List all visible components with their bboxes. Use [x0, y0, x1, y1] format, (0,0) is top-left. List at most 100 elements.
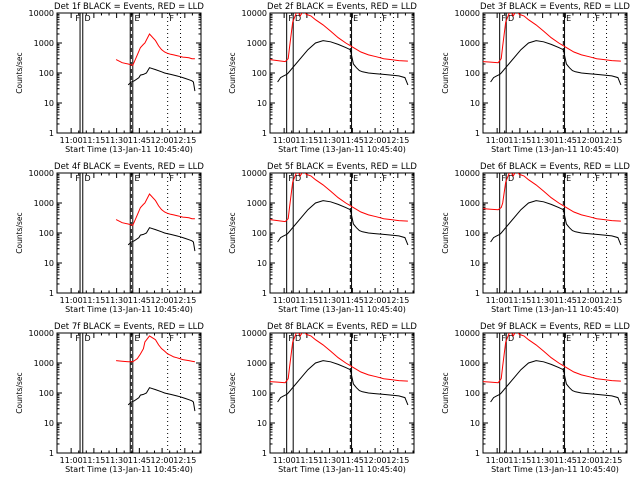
y-axis-label: Counts/sec [15, 52, 24, 93]
x-tick-label: 11:30 [318, 456, 341, 465]
y-tick-label: 10000 [29, 329, 54, 338]
panel-title: Det 6f BLACK = Events, RED = LLD [480, 162, 630, 172]
plot-frame [56, 332, 202, 454]
y-tick-label: 100 [39, 229, 54, 238]
x-tick-label: 11:15 [508, 296, 531, 305]
panel-title: Det 5f BLACK = Events, RED = LLD [267, 162, 417, 172]
x-tick-label: 11:00 [60, 296, 83, 305]
marker-letter: D [508, 334, 514, 343]
x-tick-label: 11:15 [295, 296, 318, 305]
y-tick-label: 10 [44, 259, 54, 268]
x-tick-label: 11:45 [128, 296, 151, 305]
x-tick-label: 11:30 [105, 296, 128, 305]
y-tick-label: 1 [262, 129, 267, 138]
x-axis-label: Start Time (13-Jan-11 10:45:40) [491, 465, 619, 474]
y-tick-label: 10000 [242, 169, 267, 178]
y-tick-label: 10 [257, 419, 267, 428]
series-lld [270, 13, 408, 63]
marker-letter: D [85, 14, 91, 23]
y-tick-label: 10 [257, 99, 267, 108]
x-tick-label: 12:15 [173, 136, 196, 145]
marker-letter: F [382, 334, 387, 343]
x-tick-label: 12:00 [151, 296, 174, 305]
marker-letter: F [595, 14, 600, 23]
marker-letter: F [501, 334, 506, 343]
panel-title: Det 7f BLACK = Events, RED = LLD [54, 322, 204, 332]
series-lld [483, 173, 621, 222]
x-tick-label: 11:00 [486, 296, 509, 305]
panel-title: Det 8f BLACK = Events, RED = LLD [267, 322, 417, 332]
series-lld [483, 13, 621, 64]
x-tick-label: 11:15 [508, 136, 531, 145]
x-tick-label: 12:15 [599, 136, 622, 145]
x-tick-label: 12:00 [577, 456, 600, 465]
x-tick-label: 11:30 [105, 136, 128, 145]
x-tick-label: 12:00 [151, 456, 174, 465]
marker-letter: E [566, 174, 571, 183]
marker-letter: D [295, 174, 301, 183]
y-tick-label: 10 [470, 259, 480, 268]
x-tick-label: 11:45 [128, 136, 151, 145]
y-tick-label: 10000 [29, 9, 54, 18]
series-lld [270, 333, 408, 384]
y-tick-label: 1 [475, 449, 480, 458]
x-tick-label: 11:00 [60, 456, 83, 465]
x-tick-label: 11:30 [531, 296, 554, 305]
panel-3: Det 3f BLACK = Events, RED = LLD 1 10 100 10… [441, 2, 630, 154]
y-tick-label: 100 [465, 69, 480, 78]
x-tick-label: 11:45 [554, 136, 577, 145]
y-tick-label: 10000 [29, 169, 54, 178]
y-tick-label: 1 [262, 449, 267, 458]
y-tick-label: 1 [475, 129, 480, 138]
x-tick-label: 12:15 [386, 296, 409, 305]
series-lld [483, 333, 621, 384]
marker-letter: F [288, 14, 293, 23]
x-axis-label: Start Time (13-Jan-11 10:45:40) [65, 305, 193, 314]
panel-7: Det 7f BLACK = Events, RED = LLD 1 10 100 10… [15, 322, 204, 474]
marker-letter: F [75, 334, 80, 343]
series-events [490, 40, 622, 86]
y-tick-label: 100 [39, 69, 54, 78]
x-tick-label: 11:45 [341, 296, 364, 305]
plot-frame [56, 12, 202, 134]
y-tick-label: 1000 [460, 359, 480, 368]
x-tick-label: 11:00 [273, 136, 296, 145]
marker-letter: F [75, 174, 80, 183]
x-tick-label: 11:00 [486, 456, 509, 465]
y-tick-label: 1000 [34, 39, 54, 48]
y-axis-label: Counts/sec [228, 372, 237, 413]
y-tick-label: 10 [257, 259, 267, 268]
y-axis-label: Counts/sec [441, 372, 450, 413]
y-axis-label: Counts/sec [15, 212, 24, 253]
panel-8: Det 8f BLACK = Events, RED = LLD 1 10 100 10… [228, 322, 417, 474]
y-tick-label: 10000 [242, 329, 267, 338]
y-tick-label: 100 [39, 389, 54, 398]
x-tick-label: 11:00 [273, 296, 296, 305]
series-lld [270, 173, 408, 223]
x-tick-label: 11:30 [318, 136, 341, 145]
series-events [490, 360, 622, 406]
marker-letter: F [382, 174, 387, 183]
x-tick-label: 12:00 [151, 136, 174, 145]
x-axis-label: Start Time (13-Jan-11 10:45:40) [491, 145, 619, 154]
y-tick-label: 1 [49, 129, 54, 138]
series-events [490, 200, 622, 246]
marker-letter: E [353, 14, 358, 23]
panel-title: Det 4f BLACK = Events, RED = LLD [54, 162, 204, 172]
y-axis-label: Counts/sec [441, 212, 450, 253]
y-tick-label: 10 [470, 419, 480, 428]
y-tick-label: 1 [262, 289, 267, 298]
x-tick-label: 11:30 [318, 296, 341, 305]
y-tick-label: 10000 [455, 169, 480, 178]
marker-letter: F [169, 14, 174, 23]
marker-letter: E [566, 334, 571, 343]
x-tick-label: 11:45 [128, 456, 151, 465]
x-tick-label: 11:30 [105, 456, 128, 465]
x-axis-label: Start Time (13-Jan-11 10:45:40) [65, 145, 193, 154]
y-tick-label: 10000 [242, 9, 267, 18]
y-axis-label: Counts/sec [228, 52, 237, 93]
marker-letter: F [288, 334, 293, 343]
x-tick-label: 11:15 [295, 136, 318, 145]
y-axis-label: Counts/sec [15, 372, 24, 413]
